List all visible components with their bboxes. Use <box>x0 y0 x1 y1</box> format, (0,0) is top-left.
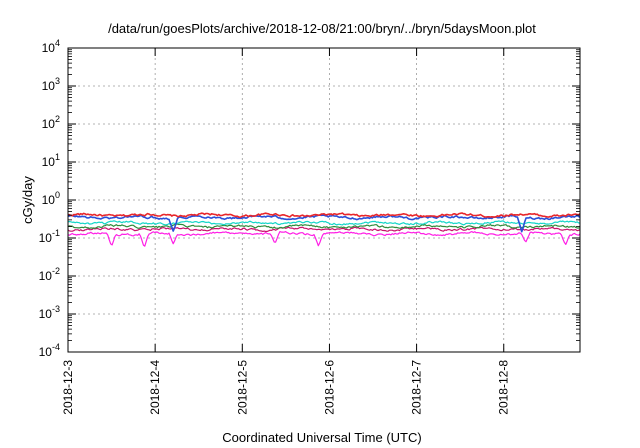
series-line-4 <box>67 226 581 233</box>
y-tick-label: 104 <box>42 38 60 55</box>
chart-title: /data/run/goesPlots/archive/2018-12-08/2… <box>108 21 536 36</box>
series-line-2 <box>67 220 581 226</box>
y-tick-label: 103 <box>42 76 60 93</box>
x-tick-label: 2018-12-6 <box>322 360 336 415</box>
y-tick-label: 100 <box>42 190 60 207</box>
y-tick-label: 101 <box>42 152 60 169</box>
x-tick-label: 2018-12-3 <box>61 360 75 415</box>
series-group <box>67 212 581 247</box>
x-axis-label: Coordinated Universal Time (UTC) <box>222 430 421 445</box>
y-tick-labels: 10-4 10-3 10-2 10-1 100 101 102 103 104 <box>39 38 60 359</box>
x-tick-label: 2018-12-7 <box>410 360 424 415</box>
x-tick-label: 2018-12-5 <box>235 360 249 415</box>
y-tick-label: 102 <box>42 114 60 131</box>
series-line-5 <box>67 231 581 247</box>
x-tick-labels: 2018-12-3 2018-12-4 2018-12-5 2018-12-6 2018… <box>61 360 511 415</box>
ticks <box>67 47 580 353</box>
y-tick-label: 10-2 <box>39 266 60 283</box>
x-tick-label: 2018-12-4 <box>148 360 162 415</box>
x-tick-label: 2018-12-8 <box>497 360 511 415</box>
y-tick-label: 10-4 <box>39 342 60 359</box>
series-line-0 <box>68 212 581 219</box>
y-axis-label: cGy/day <box>20 176 35 224</box>
y-tick-label: 10-3 <box>39 304 60 321</box>
grid <box>68 48 580 352</box>
series-line-3 <box>67 223 581 229</box>
y-tick-label: 10-1 <box>39 228 60 245</box>
